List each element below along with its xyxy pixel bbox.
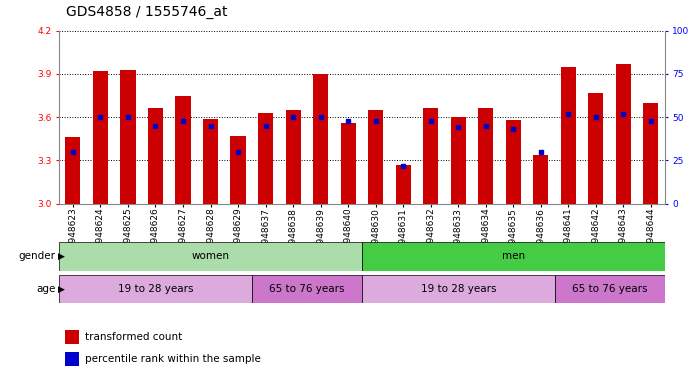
Bar [65, 353, 79, 366]
Text: transformed count: transformed count [85, 333, 182, 343]
Bar [395, 165, 411, 204]
Text: 65 to 76 years: 65 to 76 years [269, 284, 345, 294]
Bar [59, 275, 252, 303]
Bar [368, 110, 383, 204]
Bar [616, 64, 631, 204]
Bar [340, 123, 356, 204]
Bar [313, 74, 329, 204]
Text: percentile rank within the sample: percentile rank within the sample [85, 354, 260, 364]
Text: GDS4858 / 1555746_at: GDS4858 / 1555746_at [66, 5, 228, 19]
Bar [362, 275, 555, 303]
Bar [203, 119, 218, 204]
Bar [423, 109, 438, 204]
Bar [362, 242, 665, 271]
Bar [252, 275, 362, 303]
Text: men: men [502, 251, 525, 262]
Bar [506, 120, 521, 204]
Bar [65, 330, 79, 344]
Text: gender: gender [19, 251, 56, 262]
Bar [175, 96, 191, 204]
Bar [93, 71, 108, 204]
Bar [588, 93, 603, 204]
Text: ▶: ▶ [58, 285, 65, 293]
Bar [230, 136, 246, 204]
Bar [643, 103, 658, 204]
Bar [478, 109, 493, 204]
Bar [120, 70, 136, 204]
Bar [555, 275, 665, 303]
Bar [59, 242, 362, 271]
Text: ▶: ▶ [58, 252, 65, 261]
Bar [451, 117, 466, 204]
Bar [65, 137, 81, 204]
Bar [561, 67, 576, 204]
Bar [285, 110, 301, 204]
Bar [258, 113, 273, 204]
Text: 19 to 28 years: 19 to 28 years [420, 284, 496, 294]
Bar [533, 155, 548, 204]
Text: 19 to 28 years: 19 to 28 years [118, 284, 193, 294]
Bar [148, 109, 163, 204]
Text: women: women [191, 251, 230, 262]
Text: 65 to 76 years: 65 to 76 years [572, 284, 647, 294]
Text: age: age [36, 284, 56, 294]
